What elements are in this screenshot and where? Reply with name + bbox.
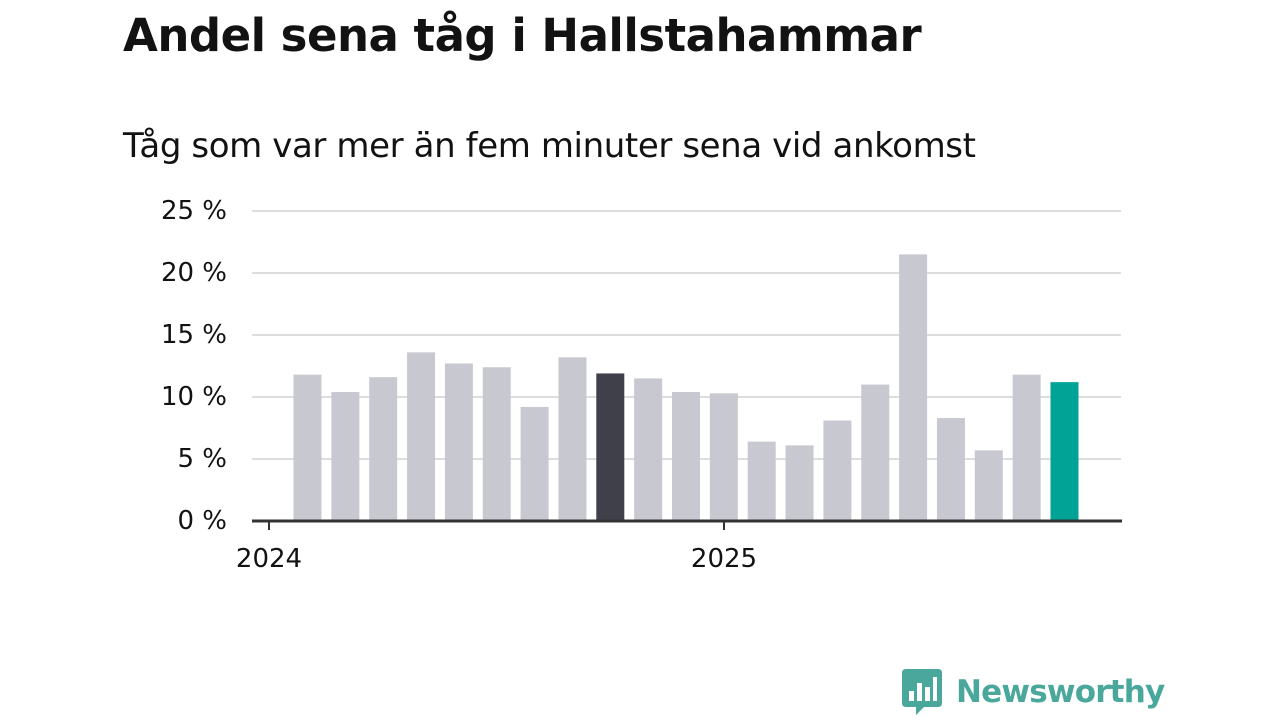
bar <box>974 450 1003 521</box>
bar <box>444 363 473 521</box>
bar <box>672 392 700 521</box>
bar <box>899 254 928 521</box>
bar <box>861 384 890 521</box>
bar <box>293 374 322 521</box>
chart-title: Andel sena tåg i Hallstahammar <box>123 9 922 62</box>
newsworthy-logo: Newsworthy <box>902 668 1165 716</box>
y-tick-label: 5 % <box>177 444 227 474</box>
newsworthy-logo-text: Newsworthy <box>956 674 1165 710</box>
y-tick-label: 0 % <box>177 506 227 536</box>
bar <box>596 373 625 521</box>
bar <box>558 357 587 521</box>
bar <box>936 418 965 521</box>
bar <box>1012 374 1041 521</box>
y-tick-label: 10 % <box>161 382 227 412</box>
bar <box>520 406 549 521</box>
bar <box>369 377 398 521</box>
bar <box>482 367 511 521</box>
x-tick-label: 2025 <box>691 544 757 574</box>
bar <box>634 378 663 521</box>
y-tick-label: 15 % <box>161 320 227 350</box>
chart-subtitle: Tåg som var mer än fem minuter sena vid … <box>123 126 976 166</box>
y-tick-label: 20 % <box>161 258 227 288</box>
bar <box>709 393 738 521</box>
y-tick-label: 25 % <box>161 196 227 226</box>
bar <box>1050 382 1079 521</box>
x-tick-label: 2024 <box>236 544 302 574</box>
bar <box>407 352 436 521</box>
bar <box>823 420 852 521</box>
bar <box>785 445 814 521</box>
newsworthy-logo-icon <box>902 669 942 715</box>
bar <box>331 392 360 521</box>
bar <box>747 441 776 521</box>
